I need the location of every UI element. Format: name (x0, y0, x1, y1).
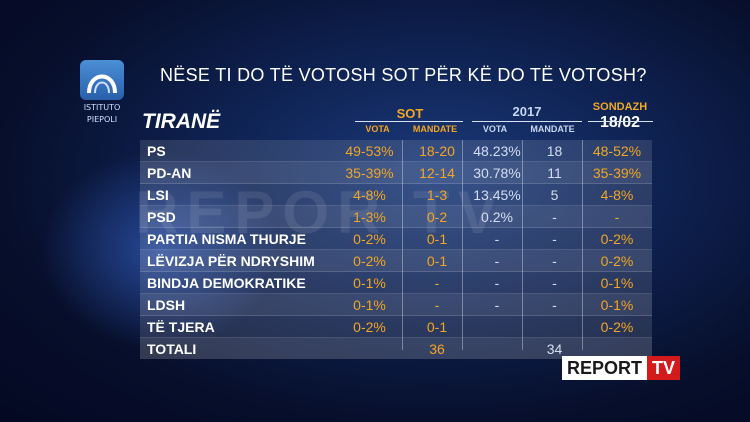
header-sondazh-date: 18/02 (599, 114, 641, 131)
sot-mandate: 0-1 (407, 249, 467, 272)
mandate-2017: 5 (527, 183, 582, 206)
vota-2017: 30.78% (467, 161, 527, 184)
column-divider (522, 140, 523, 350)
party-name: PS (140, 140, 332, 162)
sot-mandate: 0-2 (407, 205, 467, 228)
sondazh-value: 0-2% (582, 249, 652, 272)
subheader-sot-vota: VOTA (365, 124, 390, 134)
party-name: PD-AN (140, 161, 332, 184)
poll-results-table: PS 49-53% 18-20 48.23% 18 48-52% PD-AN 3… (140, 140, 652, 359)
istituto-piepoli-logo: ISTITUTO PIEPOLI (77, 60, 127, 124)
vota-2017 (467, 315, 527, 338)
table-row: BINDJA DEMOKRATIKE 0-1% - - - 0-1% (140, 271, 652, 294)
party-name: LDSH (140, 293, 332, 316)
table-row: PARTIA NISMA THURJE 0-2% 0-1 - - 0-2% (140, 227, 652, 250)
piepoli-arch-icon (80, 60, 124, 100)
sot-vota: 0-1% (332, 293, 407, 316)
party-name: TË TJERA (140, 315, 332, 338)
header-underline-2017 (472, 121, 582, 122)
mandate-2017 (527, 315, 582, 338)
vota-2017: 13.45% (467, 183, 527, 206)
sot-mandate: - (407, 271, 467, 294)
subheader-2017-mandate: MANDATE (530, 124, 575, 134)
mandate-2017: - (527, 271, 582, 294)
mandate-2017: 18 (527, 140, 582, 162)
total-sot-vota (332, 338, 407, 360)
party-name: BINDJA DEMOKRATIKE (140, 271, 332, 294)
total-vota-2017 (467, 338, 527, 360)
party-name: LËVIZJA PËR NDRYSHIM (140, 249, 332, 272)
vota-2017: - (467, 227, 527, 250)
subheader-sot-mandate: MANDATE (412, 124, 458, 134)
table-row-total: TOTALI 36 34 (140, 337, 652, 360)
sot-vota: 1-3% (332, 205, 407, 228)
sondazh-value: 48-52% (582, 140, 652, 162)
vota-2017: 0.2% (467, 205, 527, 228)
sondazh-value: - (582, 205, 652, 228)
table-row: PD-AN 35-39% 12-14 30.78% 11 35-39% (140, 161, 652, 184)
vota-2017: 48.23% (467, 140, 527, 162)
report-tv-logo: REPORT TV (562, 356, 681, 380)
vota-2017: - (467, 249, 527, 272)
subheader-2017-vota: VOTA (482, 124, 508, 134)
mandate-2017: - (527, 205, 582, 228)
sot-vota: 49-53% (332, 140, 407, 162)
logo-text-line2: PIEPOLI (86, 115, 118, 124)
sot-mandate: 18-20 (407, 140, 467, 162)
party-name: PARTIA NISMA THURJE (140, 227, 332, 250)
logo-text-line1: ISTITUTO (83, 103, 121, 112)
table-row: PS 49-53% 18-20 48.23% 18 48-52% (140, 140, 652, 162)
sot-vota: 0-2% (332, 227, 407, 250)
sot-mandate: - (407, 293, 467, 316)
party-name: LSI (140, 183, 332, 206)
mandate-2017: - (527, 227, 582, 250)
table-row: TË TJERA 0-2% 0-1 0-2% (140, 315, 652, 338)
sot-vota: 35-39% (332, 161, 407, 184)
headline: NËSE TI DO TË VOTOSH SOT PËR KË DO TË VO… (160, 65, 647, 85)
party-name: PSD (140, 205, 332, 228)
sot-vota: 0-2% (332, 315, 407, 338)
column-divider (402, 140, 403, 350)
sondazh-value: 0-2% (582, 227, 652, 250)
vota-2017: - (467, 271, 527, 294)
sot-mandate: 0-1 (407, 315, 467, 338)
vota-2017: - (467, 293, 527, 316)
header-2017: 2017 (512, 104, 542, 119)
table-row: LSI 4-8% 1-3 13.45% 5 4-8% (140, 183, 652, 206)
sot-mandate: 0-1 (407, 227, 467, 250)
sot-mandate: 1-3 (407, 183, 467, 206)
header-underline-sot (355, 121, 463, 122)
table-row: LDSH 0-1% - - - 0-1% (140, 293, 652, 316)
sondazh-value: 4-8% (582, 183, 652, 206)
sot-vota: 0-2% (332, 249, 407, 272)
sot-mandate: 12-14 (407, 161, 467, 184)
sot-vota: 4-8% (332, 183, 407, 206)
total-sot-mandate: 36 (429, 340, 445, 357)
total-mandate-2017: 34 (546, 340, 563, 357)
sondazh-value: 0-1% (582, 271, 652, 294)
mandate-2017: - (527, 293, 582, 316)
mandate-2017: 11 (527, 161, 582, 184)
table-row: LËVIZJA PËR NDRYSHIM 0-2% 0-1 - - 0-2% (140, 249, 652, 272)
header-sondazh: SONDAZH (592, 101, 648, 113)
header-sot: SOT (396, 106, 424, 121)
sot-vota: 0-1% (332, 271, 407, 294)
column-divider (582, 140, 583, 350)
sondazh-value: 0-1% (582, 293, 652, 316)
column-divider (462, 140, 463, 350)
total-label: TOTALI (147, 340, 197, 357)
brand-part2: TV (647, 356, 681, 380)
mandate-2017: - (527, 249, 582, 272)
table-row: PSD 1-3% 0-2 0.2% - - (140, 205, 652, 228)
region-title: TIRANË (142, 110, 221, 133)
sondazh-value: 0-2% (582, 315, 652, 338)
brand-part1: REPORT (562, 356, 648, 380)
header-underline-sondazh (588, 121, 653, 122)
sondazh-value: 35-39% (582, 161, 652, 184)
